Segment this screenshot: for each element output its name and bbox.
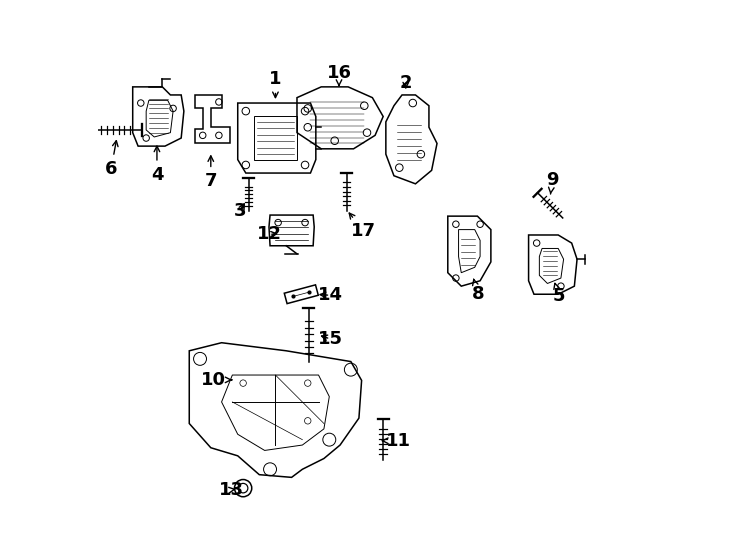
Text: 5: 5 bbox=[553, 284, 565, 305]
Text: 13: 13 bbox=[219, 481, 244, 499]
Text: 17: 17 bbox=[349, 213, 377, 240]
Text: 12: 12 bbox=[256, 226, 281, 244]
Text: 3: 3 bbox=[234, 202, 247, 220]
Text: 2: 2 bbox=[399, 73, 412, 92]
Text: 9: 9 bbox=[546, 171, 559, 194]
Text: 4: 4 bbox=[150, 146, 163, 184]
Text: 14: 14 bbox=[318, 286, 343, 305]
Text: 16: 16 bbox=[327, 64, 352, 86]
Text: 7: 7 bbox=[205, 156, 217, 190]
Text: 11: 11 bbox=[382, 432, 411, 450]
Text: 1: 1 bbox=[269, 70, 282, 98]
Text: 15: 15 bbox=[318, 330, 343, 348]
Text: 8: 8 bbox=[472, 279, 484, 303]
Text: 10: 10 bbox=[201, 371, 232, 389]
Text: 6: 6 bbox=[105, 141, 118, 178]
